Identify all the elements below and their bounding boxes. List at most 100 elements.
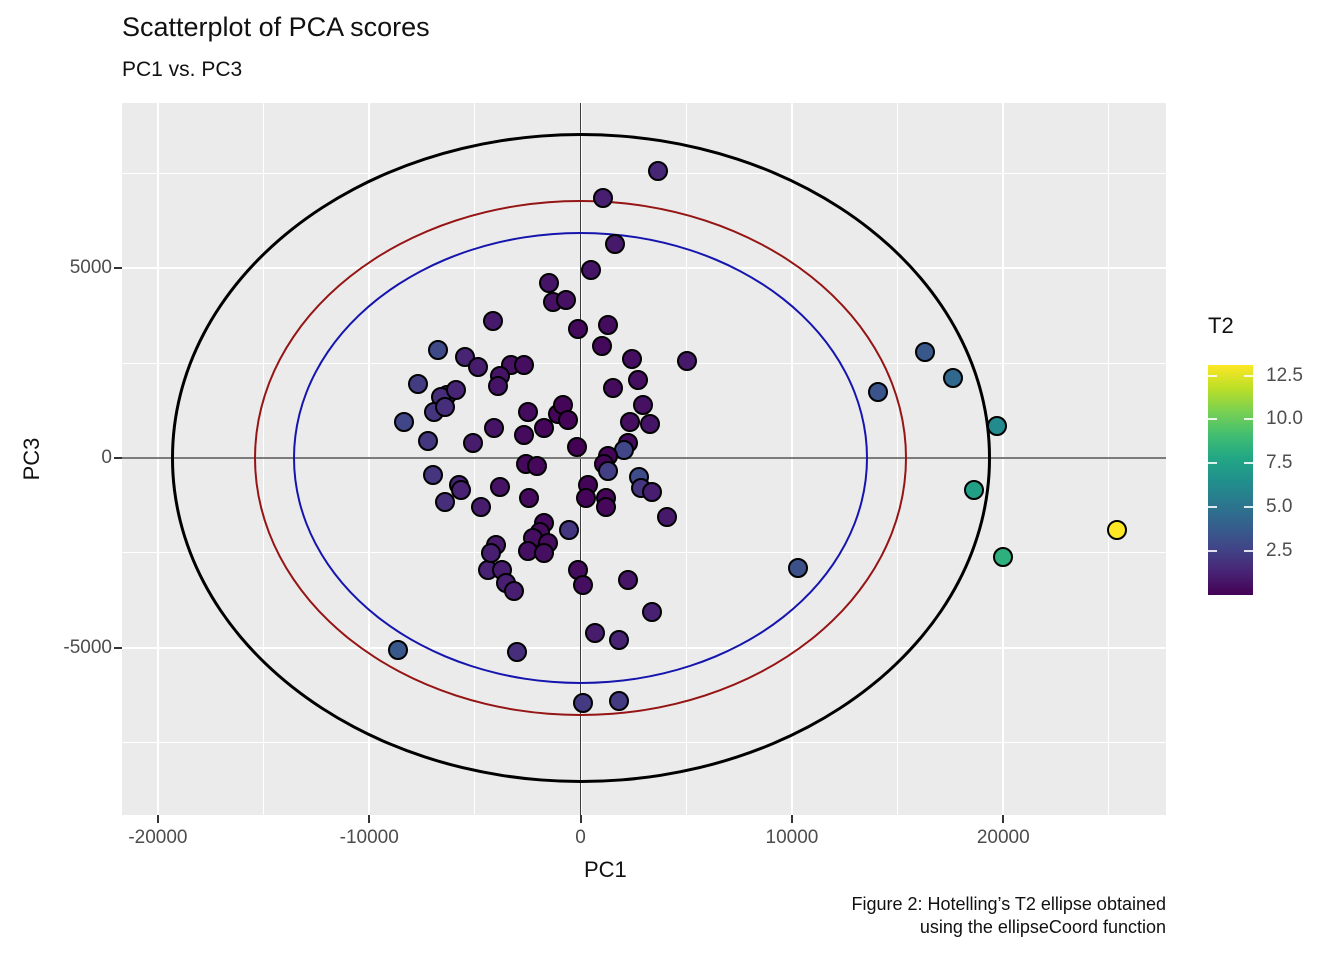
legend-tick-right — [1244, 374, 1253, 377]
y-tick-label: 0 — [101, 447, 112, 469]
data-point — [915, 341, 936, 362]
data-point — [558, 520, 579, 541]
data-point — [867, 381, 888, 402]
legend-colorbar — [1208, 365, 1253, 595]
data-point — [488, 375, 509, 396]
data-point — [598, 315, 619, 336]
data-point — [581, 260, 602, 281]
x-axis-title: PC1 — [584, 857, 627, 882]
legend-tick-left — [1208, 418, 1217, 421]
data-point — [608, 691, 629, 712]
data-point — [677, 351, 698, 372]
x-tick-label: -10000 — [339, 827, 399, 848]
data-point — [483, 417, 504, 438]
data-point — [533, 542, 554, 563]
caption-line-2: using the ellipseCoord function — [919, 917, 1166, 937]
x-tick-mark — [368, 815, 371, 823]
data-point — [627, 370, 648, 391]
inner-ellipse — [293, 232, 868, 684]
legend-tick-left — [1208, 550, 1217, 553]
data-point — [557, 410, 578, 431]
legend-title: T2 — [1208, 313, 1234, 338]
y-tick-label: 5000 — [69, 257, 112, 279]
data-point — [642, 482, 663, 503]
data-point — [527, 455, 548, 476]
data-point — [620, 411, 641, 432]
data-point — [504, 580, 525, 601]
data-point — [480, 542, 501, 563]
data-point — [517, 402, 538, 423]
x-tick-label: -20000 — [128, 827, 188, 848]
data-point — [647, 161, 668, 182]
data-point — [435, 396, 456, 417]
data-point — [567, 436, 588, 457]
data-point — [642, 601, 663, 622]
data-point — [598, 461, 619, 482]
data-point — [986, 415, 1007, 436]
legend-tick-label: 2.5 — [1266, 540, 1293, 562]
data-point — [632, 394, 653, 415]
x-tick-label: 20000 — [976, 827, 1030, 848]
data-point — [618, 569, 639, 590]
figure-caption: Figure 2: Hotelling’s T2 ellipse obtaine… — [851, 893, 1166, 939]
data-point — [942, 368, 963, 389]
data-point — [592, 187, 613, 208]
y-tick-mark — [114, 646, 122, 649]
data-point — [435, 491, 456, 512]
data-point — [1107, 520, 1128, 541]
y-tick-mark — [114, 457, 122, 460]
data-point — [513, 425, 534, 446]
data-point — [585, 622, 606, 643]
legend-tick-label: 10.0 — [1266, 408, 1303, 430]
data-point — [568, 318, 589, 339]
legend-tick-right — [1244, 418, 1253, 421]
data-point — [482, 311, 503, 332]
data-point — [518, 487, 539, 508]
data-point — [595, 497, 616, 518]
data-point — [572, 692, 593, 713]
data-point — [640, 413, 661, 434]
data-point — [507, 641, 528, 662]
legend-tick-label: 7.5 — [1266, 452, 1293, 474]
middle-ellipse — [254, 199, 908, 717]
data-point — [445, 379, 466, 400]
legend-tick-right — [1244, 550, 1253, 553]
data-point — [422, 465, 443, 486]
legend-tick-left — [1208, 506, 1217, 509]
y-tick-label: -5000 — [63, 636, 112, 658]
data-point — [993, 546, 1014, 567]
plot-panel — [122, 103, 1166, 815]
data-point — [490, 476, 511, 497]
data-point — [572, 575, 593, 596]
data-point — [471, 497, 492, 518]
data-point — [451, 480, 472, 501]
data-point — [513, 355, 534, 376]
chart-subtitle: PC1 vs. PC3 — [122, 58, 243, 81]
data-point — [963, 480, 984, 501]
data-point — [622, 349, 643, 370]
data-point — [603, 377, 624, 398]
legend-tick-right — [1244, 506, 1253, 509]
legend-tick-left — [1208, 374, 1217, 377]
data-point — [387, 639, 408, 660]
y-axis-title: PC3 — [19, 437, 44, 481]
x-tick-label: 0 — [575, 827, 586, 848]
x-tick-mark — [579, 815, 582, 823]
data-point — [555, 290, 576, 311]
legend-tick-right — [1244, 462, 1253, 465]
chart-title: Scatterplot of PCA scores — [122, 12, 430, 42]
x-tick-mark — [1002, 815, 1005, 823]
data-point — [608, 630, 629, 651]
x-tick-label: 10000 — [765, 827, 819, 848]
data-point — [462, 432, 483, 453]
outer-ellipse — [170, 133, 991, 783]
data-point — [575, 487, 596, 508]
legend-tick-left — [1208, 462, 1217, 465]
legend-tick-label: 12.5 — [1266, 364, 1303, 386]
data-point — [605, 233, 626, 254]
y-tick-mark — [114, 267, 122, 270]
legend-tick-label: 5.0 — [1266, 496, 1293, 518]
x-tick-mark — [790, 815, 793, 823]
data-point — [533, 417, 554, 438]
